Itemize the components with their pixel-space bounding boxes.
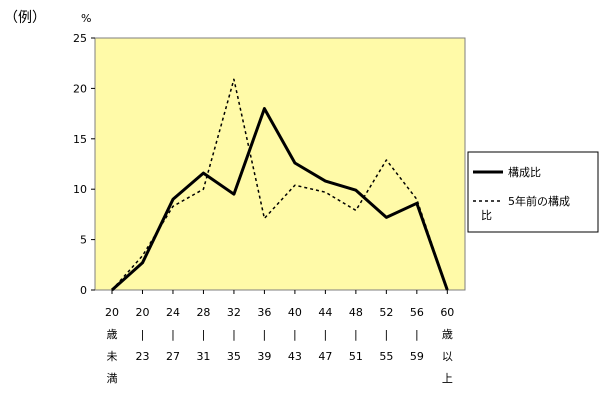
y-tick-label: 15 (73, 133, 87, 146)
x-tick-label: 35 (227, 350, 241, 363)
x-tick-label: 48 (349, 306, 363, 319)
x-tick-label: 24 (166, 306, 180, 319)
series-line-1 (111, 107, 449, 292)
example-label: （例） (4, 10, 46, 26)
y-tick-label: 0 (80, 284, 87, 297)
x-tick-label: 39 (257, 350, 271, 363)
x-tick-label: 23 (135, 350, 149, 363)
x-tick-label: 歳 (107, 328, 118, 341)
x-tick-label: 以 (442, 350, 453, 363)
x-tick-label: | (263, 328, 267, 341)
x-tick-label: | (384, 328, 388, 341)
x-tick-label: | (324, 328, 328, 341)
x-tick-label: 44 (318, 306, 332, 319)
plot-area (94, 37, 466, 291)
x-tick-label: 47 (318, 350, 332, 363)
x-tick-label: | (415, 328, 419, 341)
x-tick-label: | (202, 328, 206, 341)
x-tick-label: 36 (257, 306, 271, 319)
x-tick-label: | (141, 328, 145, 341)
x-tick-label: 20 (105, 306, 119, 319)
y-tick-label: 10 (73, 183, 87, 196)
y-tick-label: 20 (73, 82, 87, 95)
x-tick-label: 27 (166, 350, 180, 363)
x-tick-label: 歳 (442, 328, 453, 341)
y-axis: 0 5 10 15 20 25 (73, 32, 95, 297)
y-tick-label: 5 (80, 234, 87, 247)
series-layer (111, 78, 449, 292)
y-unit-label: % (81, 12, 91, 25)
x-tick-label: 60 (440, 306, 454, 319)
x-tick-label: 満 (107, 372, 118, 385)
y-tick-label: 25 (73, 32, 87, 45)
x-tick-label: 43 (288, 350, 302, 363)
x-tick-label: 未 (107, 350, 118, 363)
x-axis: 20歳未満20|2324|2728|3132|3536|3940|4344|47… (105, 290, 454, 385)
legend: 構成比 5年前の構成比 (467, 151, 599, 233)
x-tick-label: 上 (442, 372, 453, 385)
x-tick-label: 40 (288, 306, 302, 319)
x-tick-label: | (293, 328, 297, 341)
x-tick-label: 28 (196, 306, 210, 319)
x-tick-label: | (232, 328, 236, 341)
legend-label: 構成比 (508, 166, 541, 179)
x-tick-label: 59 (410, 350, 424, 363)
x-tick-label: | (171, 328, 175, 341)
x-tick-label: 52 (379, 306, 393, 319)
x-tick-label: 55 (379, 350, 393, 363)
x-tick-label: 56 (410, 306, 424, 319)
x-tick-label: 20 (135, 306, 149, 319)
x-tick-label: 32 (227, 306, 241, 319)
x-tick-label: | (354, 328, 358, 341)
x-tick-label: 51 (349, 350, 363, 363)
legend-box (467, 151, 599, 233)
legend-label: 5年前の構成比 (481, 194, 570, 222)
x-tick-label: 31 (196, 350, 210, 363)
